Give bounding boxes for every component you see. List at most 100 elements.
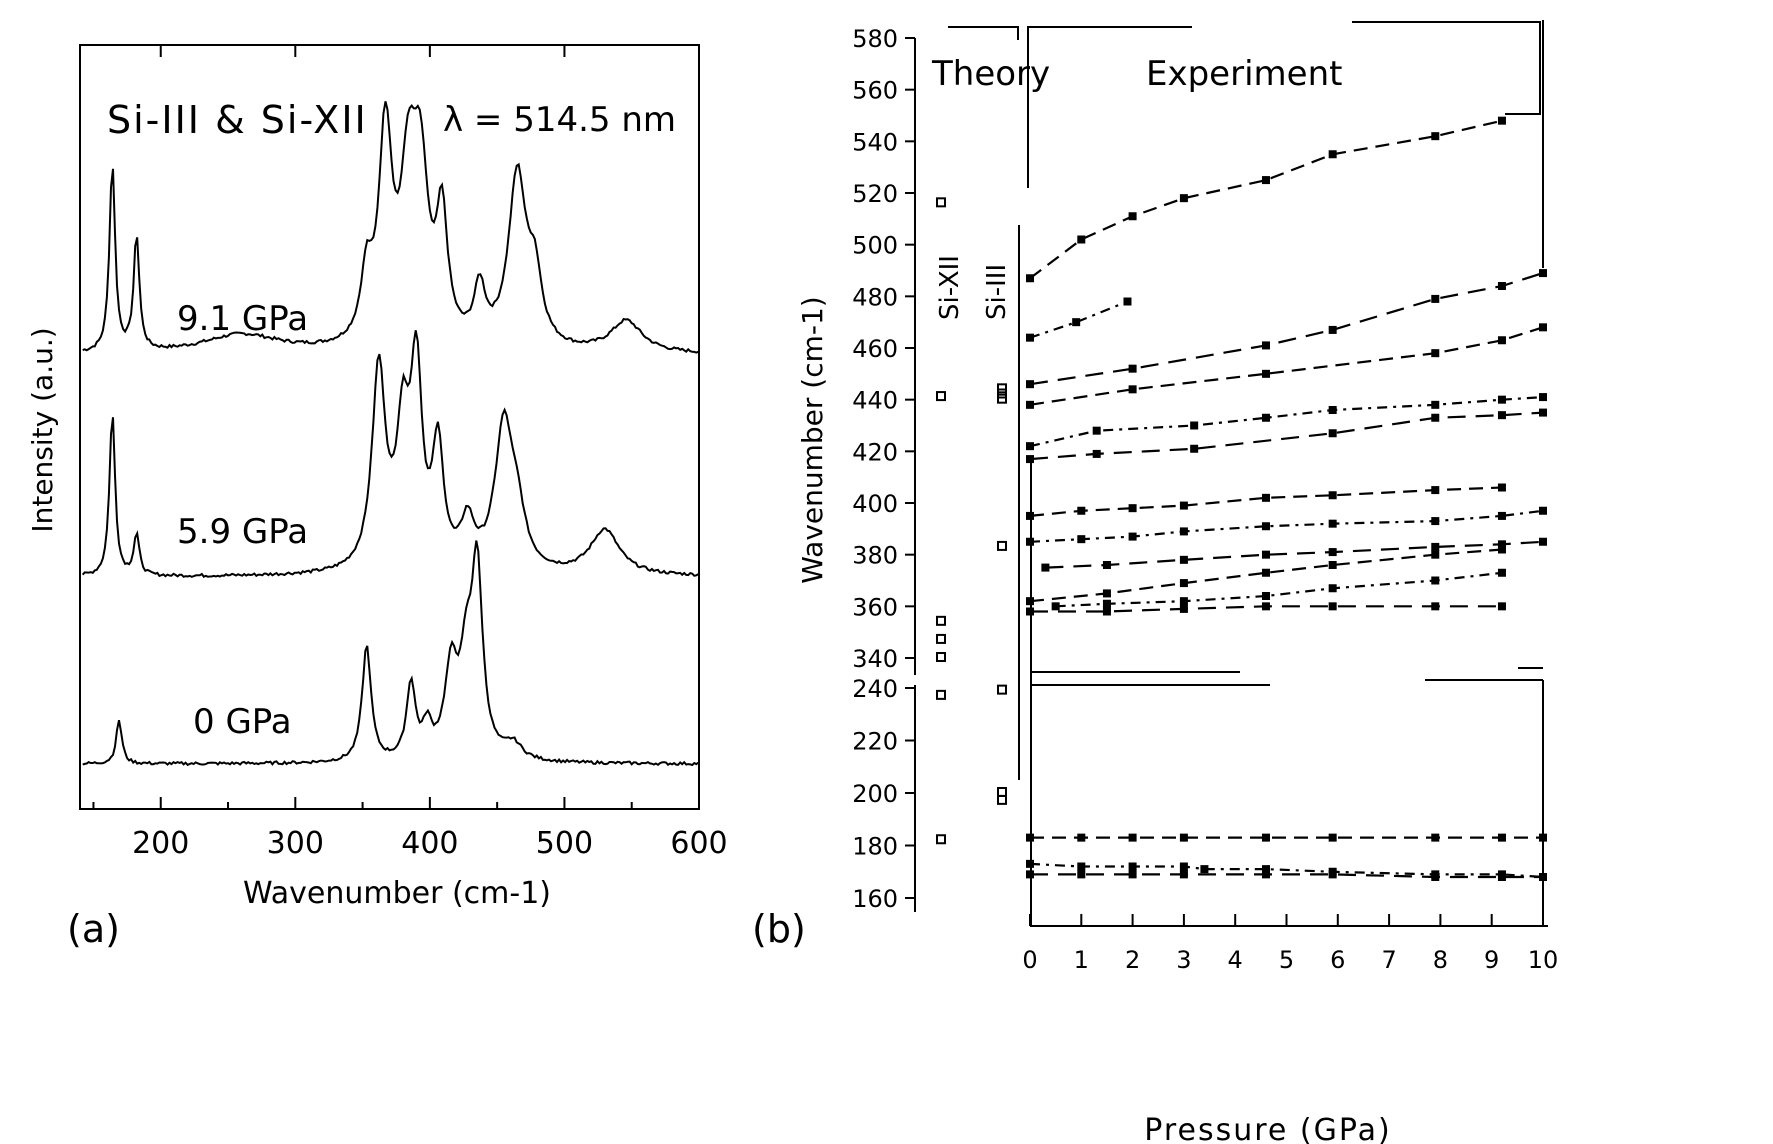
theory-point-si-iii bbox=[997, 540, 1007, 551]
mode-point bbox=[1328, 491, 1337, 500]
panel-a-x-tick-label: 200 bbox=[132, 826, 189, 861]
panel-b-y-tick-label: 380 bbox=[852, 542, 898, 570]
mode-point bbox=[1179, 833, 1188, 842]
mode-point bbox=[1261, 493, 1270, 502]
panel-b-x-ticks: 0 1 2 3 4 5 6 7 8 9 10 bbox=[1022, 914, 1558, 974]
mode-line bbox=[1045, 540, 1544, 569]
panel-b-x-tick-label: 1 bbox=[1074, 946, 1089, 974]
mode-point bbox=[1200, 865, 1209, 874]
mode-point bbox=[1026, 597, 1034, 606]
mode-line bbox=[1029, 300, 1128, 339]
panel-a-x-axis-label: Wavenumber (cm-1) bbox=[243, 876, 551, 911]
mode-point bbox=[1179, 527, 1188, 536]
mode-point bbox=[1328, 429, 1337, 438]
mode-point bbox=[1261, 176, 1270, 185]
panel-b-y-tick-label: 440 bbox=[852, 387, 898, 415]
panel-b-x-tick-label: 0 bbox=[1022, 946, 1037, 974]
mode-point bbox=[1431, 294, 1440, 303]
mode-point bbox=[1102, 561, 1111, 569]
panel-b-x-tick-label: 7 bbox=[1381, 946, 1396, 974]
mode-point bbox=[1128, 212, 1137, 221]
mode-point bbox=[1261, 870, 1270, 879]
theory-point-si-xii bbox=[936, 197, 946, 208]
panel-b-y-tick-label: 160 bbox=[852, 885, 898, 913]
mode-point bbox=[1077, 870, 1086, 879]
mode-point bbox=[1190, 444, 1199, 453]
mode-point bbox=[1102, 599, 1111, 608]
theory-point-si-xii bbox=[936, 652, 946, 662]
mode-point bbox=[1261, 413, 1270, 422]
mode-point bbox=[1261, 865, 1270, 874]
mode-point bbox=[1431, 542, 1440, 551]
panel-a-x-ticks: 200 300 400 500 600 bbox=[92, 45, 728, 861]
mode-line bbox=[1029, 862, 1544, 879]
experiment-label: Experiment bbox=[1146, 54, 1342, 94]
mode-point bbox=[1431, 602, 1440, 611]
mode-point bbox=[1497, 568, 1506, 577]
spectrum-label-0-gpa: 0 GPa bbox=[193, 702, 292, 742]
panel-b-label: (b) bbox=[752, 907, 806, 951]
panel-b-y-tick-label: 220 bbox=[852, 728, 898, 756]
mode-point bbox=[1077, 535, 1086, 544]
theory-point-si-iii bbox=[997, 388, 1007, 399]
mode-point bbox=[1026, 537, 1034, 546]
si-iii-label: Si-III bbox=[982, 264, 1012, 320]
mode-point bbox=[1128, 833, 1137, 842]
theory-label: Theory bbox=[931, 54, 1050, 94]
panel-b-y-tick-label: 340 bbox=[852, 645, 898, 673]
panel-b-y-tick-label: 360 bbox=[852, 593, 898, 621]
mode-point bbox=[1431, 400, 1440, 409]
mode-point bbox=[1190, 421, 1199, 430]
panel-a: 200 300 400 500 600 Si-III & Si-XII λ = 514.… bbox=[26, 44, 728, 951]
mode-point bbox=[1539, 323, 1547, 332]
si-xii-label: Si-XII bbox=[935, 255, 965, 320]
mode-point bbox=[1128, 862, 1137, 871]
panel-b-x-tick-label: 2 bbox=[1125, 946, 1140, 974]
theory-point-si-iii bbox=[997, 794, 1007, 805]
mode-point bbox=[1092, 449, 1101, 458]
panel-b-y-tick-label: 200 bbox=[852, 780, 898, 808]
mode-line bbox=[1029, 509, 1544, 543]
mode-point bbox=[1179, 597, 1188, 606]
mode-point bbox=[1497, 545, 1506, 554]
mode-point bbox=[1128, 532, 1137, 541]
mode-point bbox=[1026, 859, 1034, 868]
panel-b-y-tick-label: 560 bbox=[852, 77, 898, 105]
panel-b-y-axis-label: Wavenumber (cm-1) bbox=[796, 296, 829, 583]
mode-point bbox=[1328, 150, 1337, 159]
mode-line bbox=[1029, 411, 1544, 461]
panel-b-x-tick-label: 9 bbox=[1484, 946, 1499, 974]
mode-point bbox=[1179, 194, 1188, 203]
mode-point bbox=[1261, 833, 1270, 842]
mode-point bbox=[1328, 519, 1337, 528]
mode-point bbox=[1026, 607, 1034, 616]
mode-point bbox=[1497, 395, 1506, 404]
mode-point bbox=[1179, 604, 1188, 613]
mode-point bbox=[1102, 607, 1111, 616]
mode-point bbox=[1179, 870, 1188, 879]
panel-a-y-axis-label: Intensity (a.u.) bbox=[26, 327, 59, 532]
mode-point bbox=[1261, 341, 1270, 350]
mode-point bbox=[1077, 862, 1086, 871]
panel-a-spectra bbox=[81, 101, 699, 767]
mode-point bbox=[1328, 870, 1337, 879]
panel-a-annotation: λ = 514.5 nm bbox=[443, 100, 676, 140]
panel-a-plot-frame bbox=[79, 44, 700, 810]
mode-point bbox=[1077, 235, 1086, 244]
mode-point bbox=[1539, 393, 1547, 402]
theory-point-si-xii bbox=[936, 689, 946, 700]
mode-point bbox=[1539, 833, 1547, 842]
panel-b-y-tick-label: 180 bbox=[852, 833, 898, 861]
mode-point bbox=[1431, 873, 1440, 881]
mode-point bbox=[1497, 282, 1506, 290]
panel-b-y-tick-label: 480 bbox=[852, 283, 898, 311]
theory-point-si-iii bbox=[997, 383, 1007, 394]
mode-point bbox=[1431, 833, 1440, 842]
theory-point-si-xii bbox=[936, 615, 946, 626]
mode-point bbox=[1026, 442, 1034, 451]
mode-point bbox=[1026, 380, 1034, 389]
panel-b-y-tick-label: 540 bbox=[852, 128, 898, 156]
mode-point bbox=[1092, 426, 1101, 435]
mode-point bbox=[1539, 408, 1547, 417]
